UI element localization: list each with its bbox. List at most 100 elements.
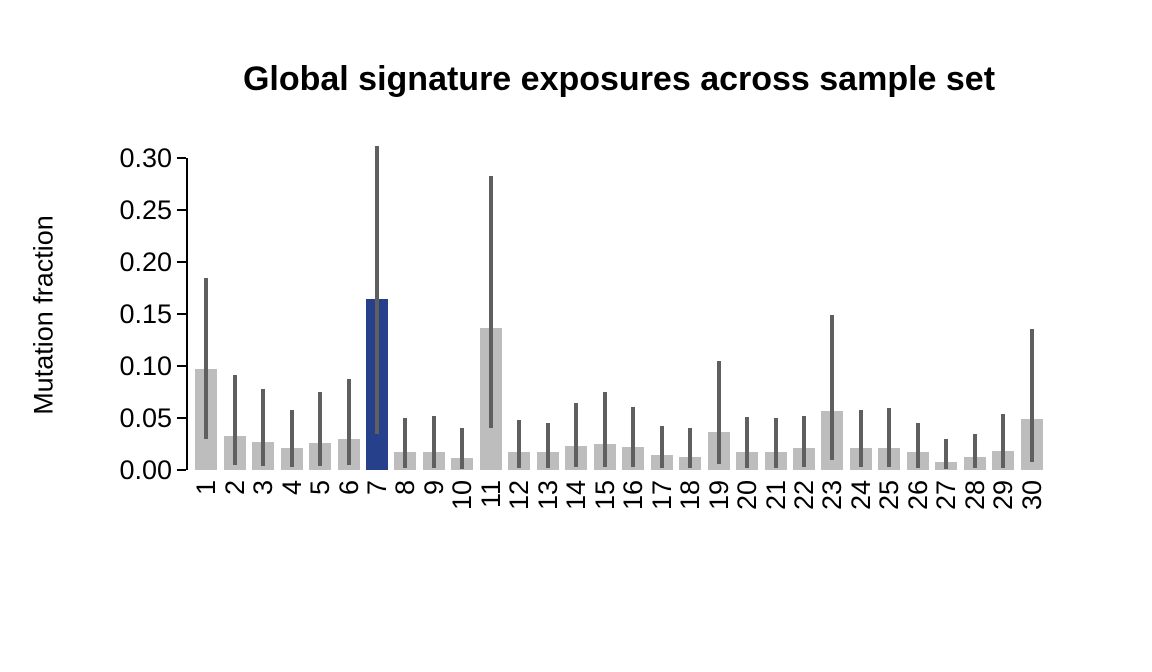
error-bar [745,417,750,468]
bar-slot [306,148,334,470]
error-bar [830,315,835,460]
error-bar [232,375,237,465]
x-tick-label: 30 [1016,480,1047,511]
x-label-slot: 12 [504,474,535,564]
bar-slot [192,148,220,470]
x-label-slot: 1 [191,474,222,564]
error-bar [346,378,351,465]
bar-slot [818,148,846,470]
x-label-slot: 11 [476,474,506,564]
y-tick-mark [177,365,186,368]
error-bar [289,409,294,467]
x-tick-label: 15 [589,480,620,511]
x-label-slot: 22 [789,474,820,564]
bar-slot [420,148,448,470]
bar-slot [477,148,505,470]
error-bar [802,416,807,467]
x-tick-label: 1 [191,480,222,496]
bar-slot [591,148,619,470]
bar-slot [391,148,419,470]
y-tick-mark [177,157,186,160]
x-tick-label: 4 [276,480,307,496]
x-tick-label: 22 [789,480,820,511]
bar-slot [334,148,362,470]
x-label-slot: 8 [390,474,421,564]
x-label-slot: 4 [276,474,307,564]
x-tick-label: 21 [760,480,791,511]
x-label-slot: 7 [362,474,393,564]
x-axis-labels: 1 2 3 4 5 6 7 8 9 10 11 12 13 14 15 16 17 18 19 20 21 22 23 24 2… [191,474,1047,564]
bar-slot [790,148,818,470]
y-tick-mark [177,417,186,420]
y-tick-mark [177,209,186,212]
y-tick-label: 0.05 [119,403,172,434]
bar-slot [733,148,761,470]
bar-slot [363,145,391,470]
error-bar [659,426,664,468]
bar-slot [505,148,533,470]
bar-slot [904,148,932,470]
y-tick-mark [177,313,186,316]
bar-slot [619,148,647,470]
x-tick-label: 8 [390,480,421,496]
error-bar [375,145,380,434]
bar-slot [1018,148,1046,470]
x-tick-label: 3 [248,480,279,496]
x-tick-label: 9 [418,480,449,496]
bar-slot [704,148,732,470]
x-tick-label: 20 [732,480,763,511]
error-bar [431,416,436,468]
error-bar [261,389,266,466]
x-label-slot: 25 [874,474,905,564]
x-label-slot: 2 [220,474,250,564]
error-bar [858,409,863,467]
x-label-slot: 21 [760,474,791,564]
x-tick-label: 25 [874,480,905,511]
y-tick-label: 0.25 [119,195,172,226]
x-tick-label: 23 [817,480,848,511]
error-bar [688,428,693,468]
error-bar [1029,328,1034,462]
error-bar [887,407,892,467]
x-label-slot: 26 [902,474,933,564]
x-tick-label: 28 [959,480,990,511]
x-label-slot: 23 [817,474,848,564]
y-tick-label: 0.30 [119,143,172,174]
y-axis-line [186,158,188,470]
error-bar [773,418,778,468]
error-bar [403,418,408,468]
x-tick-label: 7 [362,480,393,496]
bar-slot [562,148,590,470]
error-bar [944,438,949,469]
bar-slot [875,148,903,470]
x-tick-label: 5 [305,480,336,496]
y-tick-mark [177,261,186,264]
x-label-slot: 15 [589,474,620,564]
y-tick-mark [177,469,186,471]
bar-slot [847,148,875,470]
bar-slot [761,148,789,470]
error-bar [972,433,977,468]
x-tick-label: 14 [561,480,592,511]
bar-slot [676,148,704,470]
x-tick-label: 19 [703,480,734,511]
x-tick-label: 13 [532,480,563,511]
x-label-slot: 20 [732,474,763,564]
x-label-slot: 10 [447,474,477,564]
chart-title: Global signature exposures across sample… [242,60,996,98]
x-label-slot: 14 [561,474,592,564]
error-bar [517,420,522,468]
x-label-slot: 24 [846,474,876,564]
x-tick-label: 26 [902,480,933,511]
x-tick-label: 17 [646,480,677,511]
bar-slot [220,148,248,470]
x-tick-label: 18 [675,480,706,511]
x-label-slot: 29 [988,474,1018,564]
error-bar [545,423,550,468]
y-tick-label: 0.10 [119,351,172,382]
x-tick-label: 12 [504,480,535,511]
x-label-slot: 16 [618,474,648,564]
x-label-slot: 3 [248,474,279,564]
bar-slot [277,148,305,470]
y-tick-label: 0.20 [119,247,172,278]
